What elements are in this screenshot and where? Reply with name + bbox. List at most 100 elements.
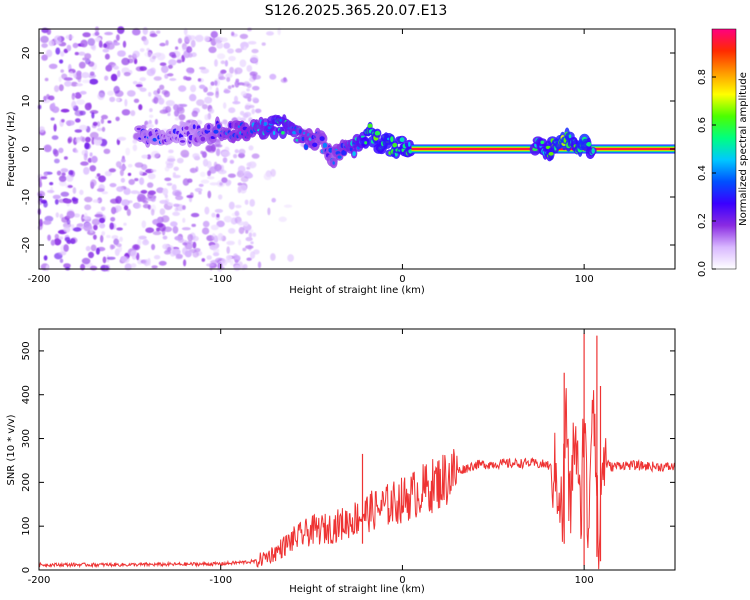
spectrogram-noise-blob — [54, 198, 59, 205]
spectrogram-noise-blob — [130, 110, 136, 117]
snr-frame — [38, 328, 676, 571]
spectrogram-noise-blob — [169, 78, 177, 81]
spectrogram-noise-blob — [218, 76, 226, 80]
spectrogram-noise-blob — [190, 84, 197, 93]
spectrogram-noise-blob — [255, 108, 262, 114]
spectrogram-noise-blob — [178, 85, 187, 92]
spectrogram-noise-blob — [59, 213, 64, 219]
spectrogram-noise-blob — [102, 256, 107, 264]
spectrogram-noise-blob — [200, 179, 210, 184]
spectrogram-noise-blob — [123, 187, 131, 195]
spectrogram-noise-blob — [107, 120, 112, 124]
spectrogram-noise-blob — [223, 102, 227, 109]
snr-series-line — [38, 388, 676, 570]
spectrogram-noise-blob — [216, 213, 220, 218]
spectrogram-noise-blob — [115, 97, 121, 102]
spectrogram-noise-blob — [81, 257, 91, 265]
spectrogram-noise-blob — [47, 234, 51, 241]
spectrogram-noise-blob — [229, 159, 235, 164]
spectrogram-noise-blob — [142, 203, 150, 209]
spectrogram-noise-blob — [166, 162, 174, 169]
spectrogram-ridge-point — [374, 130, 381, 136]
spectrogram-noise-blob — [72, 199, 79, 204]
spectrogram-x-tick-label: -200 — [28, 274, 51, 285]
spectrogram-y-tick-label: -10 — [21, 189, 32, 205]
spectrogram-noise-blob — [133, 202, 142, 209]
colorbar-label: Normalized spectral amplitude — [738, 72, 749, 226]
spectrogram-noise-blob — [204, 35, 210, 42]
spectrogram-noise-blob — [175, 195, 184, 201]
spectrogram-noise-blob — [247, 41, 257, 45]
spectrogram-noise-blob — [84, 204, 92, 211]
spectrogram-noise-blob — [60, 168, 69, 173]
spectrogram-noise-blob — [220, 37, 228, 43]
spectrogram-noise-blob — [178, 114, 186, 121]
spectrogram-noise-blob — [98, 175, 106, 183]
spectrogram-noise-blob — [243, 221, 249, 227]
spectrogram-noise-blob — [92, 121, 98, 126]
spectrogram-noise-blob — [110, 198, 119, 204]
spectrogram-noise-blob — [191, 110, 198, 118]
spectrogram-noise-blob — [56, 170, 62, 176]
spectrogram-noise-blob — [45, 264, 50, 272]
spectrogram-noise-blob — [252, 232, 257, 237]
spectrogram-noise-blob — [79, 90, 87, 95]
spectrogram-noise-blob — [143, 238, 148, 243]
colorbar-frame — [711, 28, 737, 270]
spectrogram-noise-blob — [183, 75, 188, 80]
spectrogram-noise-blob — [243, 46, 247, 51]
snr-panel: -200 -100 0 100 0 100 200 300 400 500 Height of … — [6, 328, 676, 595]
spectrogram-noise-blob — [159, 109, 169, 114]
spectrogram-marks — [37, 26, 675, 272]
spectrogram-noise-blob — [221, 151, 231, 157]
spectrogram-noise-blob — [55, 212, 59, 218]
spectrogram-noise-blob — [132, 28, 141, 36]
spectrogram-noise-blob — [233, 154, 238, 159]
spectrogram-noise-blob — [63, 156, 68, 160]
spectrogram-ridge-point — [367, 123, 373, 129]
spectrogram-noise-blob — [183, 28, 188, 36]
spectrogram-noise-blob — [234, 210, 240, 217]
spectrogram-noise-blob — [98, 40, 103, 48]
spectrogram-noise-blob — [189, 167, 198, 174]
spectrogram-noise-blob — [84, 142, 90, 150]
spectrogram-noise-blob — [100, 206, 106, 212]
spectrogram-noise-blob — [164, 177, 172, 182]
spectrogram-noise-blob — [167, 64, 173, 69]
spectrogram-noise-blob — [125, 147, 131, 156]
snr-background — [39, 329, 675, 570]
spectrogram-noise-blob — [216, 42, 224, 49]
spectrogram-noise-blob — [79, 189, 84, 195]
spectrogram-noise-blob — [126, 90, 136, 97]
spectrogram-noise-blob — [224, 60, 229, 67]
spectrogram-noise-blob — [90, 244, 97, 252]
spectrogram-noise-blob — [182, 217, 186, 223]
spectrogram-noise-blob — [147, 173, 156, 180]
spectrogram-noise-blob — [44, 77, 49, 82]
spectrogram-noise-blob — [242, 263, 248, 270]
spectrogram-noise-blob — [72, 187, 77, 194]
spectrogram-noise-blob — [235, 204, 242, 209]
spectrogram-noise-blob — [142, 27, 148, 35]
spectrogram-noise-blob — [250, 54, 259, 63]
spectrogram-noise-blob — [115, 116, 120, 122]
spectrogram-noise-blob — [250, 241, 254, 245]
spectrogram-noise-blob — [122, 40, 127, 48]
spectrogram-noise-blob — [143, 38, 149, 46]
spectrogram-noise-blob — [96, 121, 101, 127]
snr-y-tick-label: 200 — [21, 473, 32, 492]
spectrogram-noise-blob — [111, 206, 117, 215]
spectrogram-noise-blob — [48, 95, 55, 101]
spectrogram-ridge-point — [298, 129, 302, 134]
spectrogram-noise-blob — [201, 227, 210, 235]
spectrogram-noise-blob — [48, 40, 55, 47]
spectrogram-noise-blob — [229, 66, 235, 74]
spectrogram-noise-blob — [124, 98, 128, 107]
spectrogram-noise-blob — [246, 166, 251, 170]
spectrogram-ridge-point — [213, 129, 219, 134]
spectrogram-noise-blob — [49, 182, 54, 186]
spectrogram-noise-blob — [87, 157, 93, 163]
spectrogram-noise-blob — [42, 220, 52, 226]
spectrogram-noise-blob — [168, 59, 177, 66]
